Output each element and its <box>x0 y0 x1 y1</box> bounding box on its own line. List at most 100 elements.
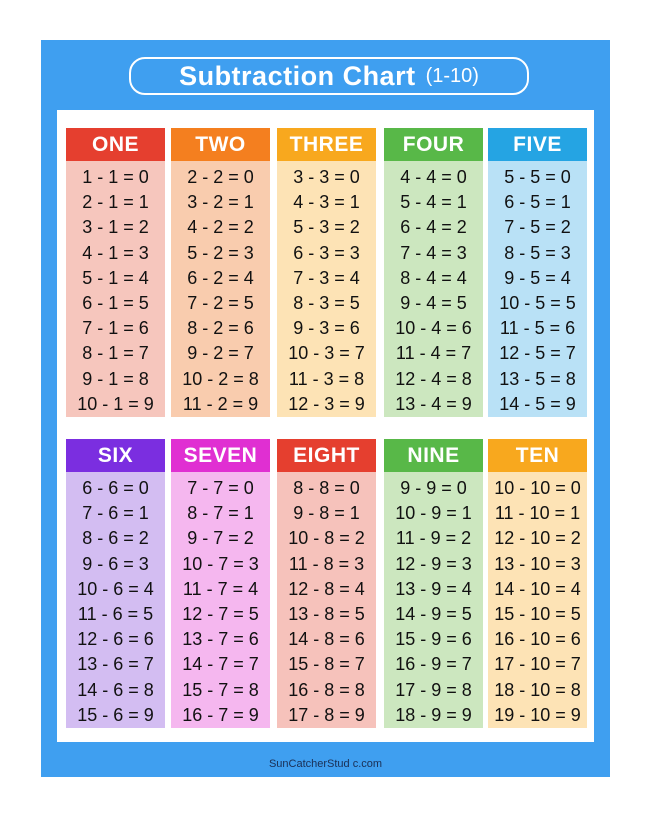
equation: 8 - 1 = 7 <box>82 343 149 364</box>
equation: 10 - 7 = 3 <box>182 553 259 574</box>
equation: 16 - 7 = 9 <box>182 704 259 725</box>
equation: 9 - 3 = 6 <box>293 318 360 339</box>
equation: 6 - 5 = 1 <box>504 192 571 213</box>
column-nine: NINE 9 - 9 = 0 10 - 9 = 1 11 - 9 = 2 12 - 9 … <box>384 439 483 728</box>
equation: 8 - 8 = 0 <box>293 478 360 498</box>
column-header: TWO <box>171 128 270 161</box>
equation: 3 - 3 = 0 <box>293 167 360 187</box>
column-header: TEN <box>488 439 587 472</box>
equation: 8 - 7 = 1 <box>187 503 254 524</box>
equation: 14 - 6 = 8 <box>77 679 154 700</box>
equation: 10 - 10 = 0 <box>494 478 581 498</box>
equation: 4 - 1 = 3 <box>82 242 149 263</box>
equation: 8 - 2 = 6 <box>187 318 254 339</box>
equation: 8 - 5 = 3 <box>504 242 571 263</box>
column-header: SIX <box>66 439 165 472</box>
column-eight: EIGHT 8 - 8 = 0 9 - 8 = 1 10 - 8 = 2 11 - 8 … <box>277 439 376 728</box>
column-header: FOUR <box>384 128 483 161</box>
column-header: ONE <box>66 128 165 161</box>
column-ten: TEN 10 - 10 = 0 11 - 10 = 1 12 - 10 = 2 13 -… <box>488 439 587 728</box>
title-range: (1-10) <box>425 64 479 87</box>
column-three: THREE 3 - 3 = 0 4 - 3 = 1 5 - 3 = 2 6 - 3 = … <box>277 128 376 417</box>
column-seven: SEVEN 7 - 7 = 0 8 - 7 = 1 9 - 7 = 2 10 - 7 =… <box>171 439 270 728</box>
footer-credit: SunCatcherStud c.com <box>268 758 383 770</box>
equation: 5 - 4 = 1 <box>400 192 467 213</box>
equation: 15 - 9 = 6 <box>395 629 472 650</box>
column-header: NINE <box>384 439 483 472</box>
equation: 3 - 2 = 1 <box>187 192 254 213</box>
equation: 17 - 8 = 9 <box>288 704 365 725</box>
equation: 11 - 6 = 5 <box>77 603 154 624</box>
column-four: FOUR 4 - 4 = 0 5 - 4 = 1 6 - 4 = 2 7 - 4 = 3… <box>384 128 483 417</box>
equation: 3 - 1 = 2 <box>82 217 149 238</box>
equation: 2 - 1 = 1 <box>82 192 149 213</box>
title-box: Subtraction Chart (1-10) <box>129 57 529 95</box>
equation: 8 - 3 = 5 <box>293 292 360 313</box>
equation: 11 - 7 = 4 <box>182 578 259 599</box>
equation: 5 - 3 = 2 <box>293 217 360 238</box>
chart-frame: Subtraction Chart (1-10) ONE 1 - 1 = 0 2 -… <box>41 40 610 777</box>
equation: 5 - 5 = 0 <box>504 167 571 187</box>
column-one: ONE 1 - 1 = 0 2 - 1 = 1 3 - 1 = 2 4 - 1 = 3 5… <box>66 128 165 417</box>
equation: 11 - 2 = 9 <box>182 393 259 414</box>
equation: 13 - 4 = 9 <box>395 393 472 414</box>
equation: 4 - 3 = 1 <box>293 192 360 213</box>
equation: 14 - 7 = 7 <box>182 654 259 675</box>
equation: 12 - 8 = 4 <box>288 578 365 599</box>
equation: 7 - 2 = 5 <box>187 292 254 313</box>
equation: 16 - 8 = 8 <box>288 679 365 700</box>
equation: 11 - 8 = 3 <box>288 553 365 574</box>
page-title: Subtraction Chart <box>179 60 416 91</box>
column-body: 7 - 7 = 0 8 - 7 = 1 9 - 7 = 2 10 - 7 = 3 11 … <box>171 472 270 728</box>
column-header: THREE <box>277 128 376 161</box>
equation: 13 - 6 = 7 <box>77 654 154 675</box>
equation: 4 - 4 = 0 <box>400 167 467 187</box>
column-header: EIGHT <box>277 439 376 472</box>
equation: 5 - 1 = 4 <box>82 267 149 288</box>
equation: 13 - 8 = 5 <box>288 603 365 624</box>
equation: 12 - 10 = 2 <box>494 528 581 549</box>
equation: 10 - 4 = 6 <box>395 318 472 339</box>
equation: 11 - 10 = 1 <box>494 503 581 524</box>
equation: 2 - 2 = 0 <box>187 167 254 187</box>
equation: 10 - 8 = 2 <box>288 528 365 549</box>
equation: 9 - 1 = 8 <box>82 368 149 389</box>
equation: 9 - 4 = 5 <box>400 292 467 313</box>
equation: 6 - 3 = 3 <box>293 242 360 263</box>
equation: 15 - 6 = 9 <box>77 704 154 725</box>
equation: 10 - 9 = 1 <box>395 503 472 524</box>
column-body: 2 - 2 = 0 3 - 2 = 1 4 - 2 = 2 5 - 2 = 3 6 - … <box>171 161 270 417</box>
equation: 10 - 5 = 5 <box>499 292 576 313</box>
equation: 7 - 4 = 3 <box>400 242 467 263</box>
equation: 12 - 4 = 8 <box>395 368 472 389</box>
equation: 16 - 9 = 7 <box>395 654 472 675</box>
equation: 11 - 5 = 6 <box>499 318 576 339</box>
column-body: 8 - 8 = 0 9 - 8 = 1 10 - 8 = 2 11 - 8 = 3 12… <box>277 472 376 728</box>
column-header: SEVEN <box>171 439 270 472</box>
equation: 15 - 7 = 8 <box>182 679 259 700</box>
equation: 18 - 10 = 8 <box>494 679 581 700</box>
equation: 9 - 7 = 2 <box>187 528 254 549</box>
equation: 8 - 4 = 4 <box>400 267 467 288</box>
equation: 10 - 3 = 7 <box>288 343 365 364</box>
equation: 10 - 1 = 9 <box>77 393 154 414</box>
equation: 16 - 10 = 6 <box>494 629 581 650</box>
equation: 7 - 7 = 0 <box>187 478 254 498</box>
column-body: 9 - 9 = 0 10 - 9 = 1 11 - 9 = 2 12 - 9 = 3 1… <box>384 472 483 728</box>
equation: 13 - 9 = 4 <box>395 578 472 599</box>
column-body: 6 - 6 = 0 7 - 6 = 1 8 - 6 = 2 9 - 6 = 3 10 -… <box>66 472 165 728</box>
column-body: 10 - 10 = 0 11 - 10 = 1 12 - 10 = 2 13 - 10… <box>488 472 587 728</box>
equation: 6 - 6 = 0 <box>82 478 149 498</box>
column-header: FIVE <box>488 128 587 161</box>
equation: 17 - 9 = 8 <box>395 679 472 700</box>
equation: 10 - 2 = 8 <box>182 368 259 389</box>
equation: 14 - 5 = 9 <box>499 393 576 414</box>
equation: 15 - 8 = 7 <box>288 654 365 675</box>
column-five: FIVE 5 - 5 = 0 6 - 5 = 1 7 - 5 = 2 8 - 5 = 3… <box>488 128 587 417</box>
equation: 13 - 7 = 6 <box>182 629 259 650</box>
equation: 7 - 1 = 6 <box>82 318 149 339</box>
equation: 8 - 6 = 2 <box>82 528 149 549</box>
equation: 9 - 2 = 7 <box>187 343 254 364</box>
column-two: TWO 2 - 2 = 0 3 - 2 = 1 4 - 2 = 2 5 - 2 = 3 6… <box>171 128 270 417</box>
equation: 9 - 5 = 4 <box>504 267 571 288</box>
